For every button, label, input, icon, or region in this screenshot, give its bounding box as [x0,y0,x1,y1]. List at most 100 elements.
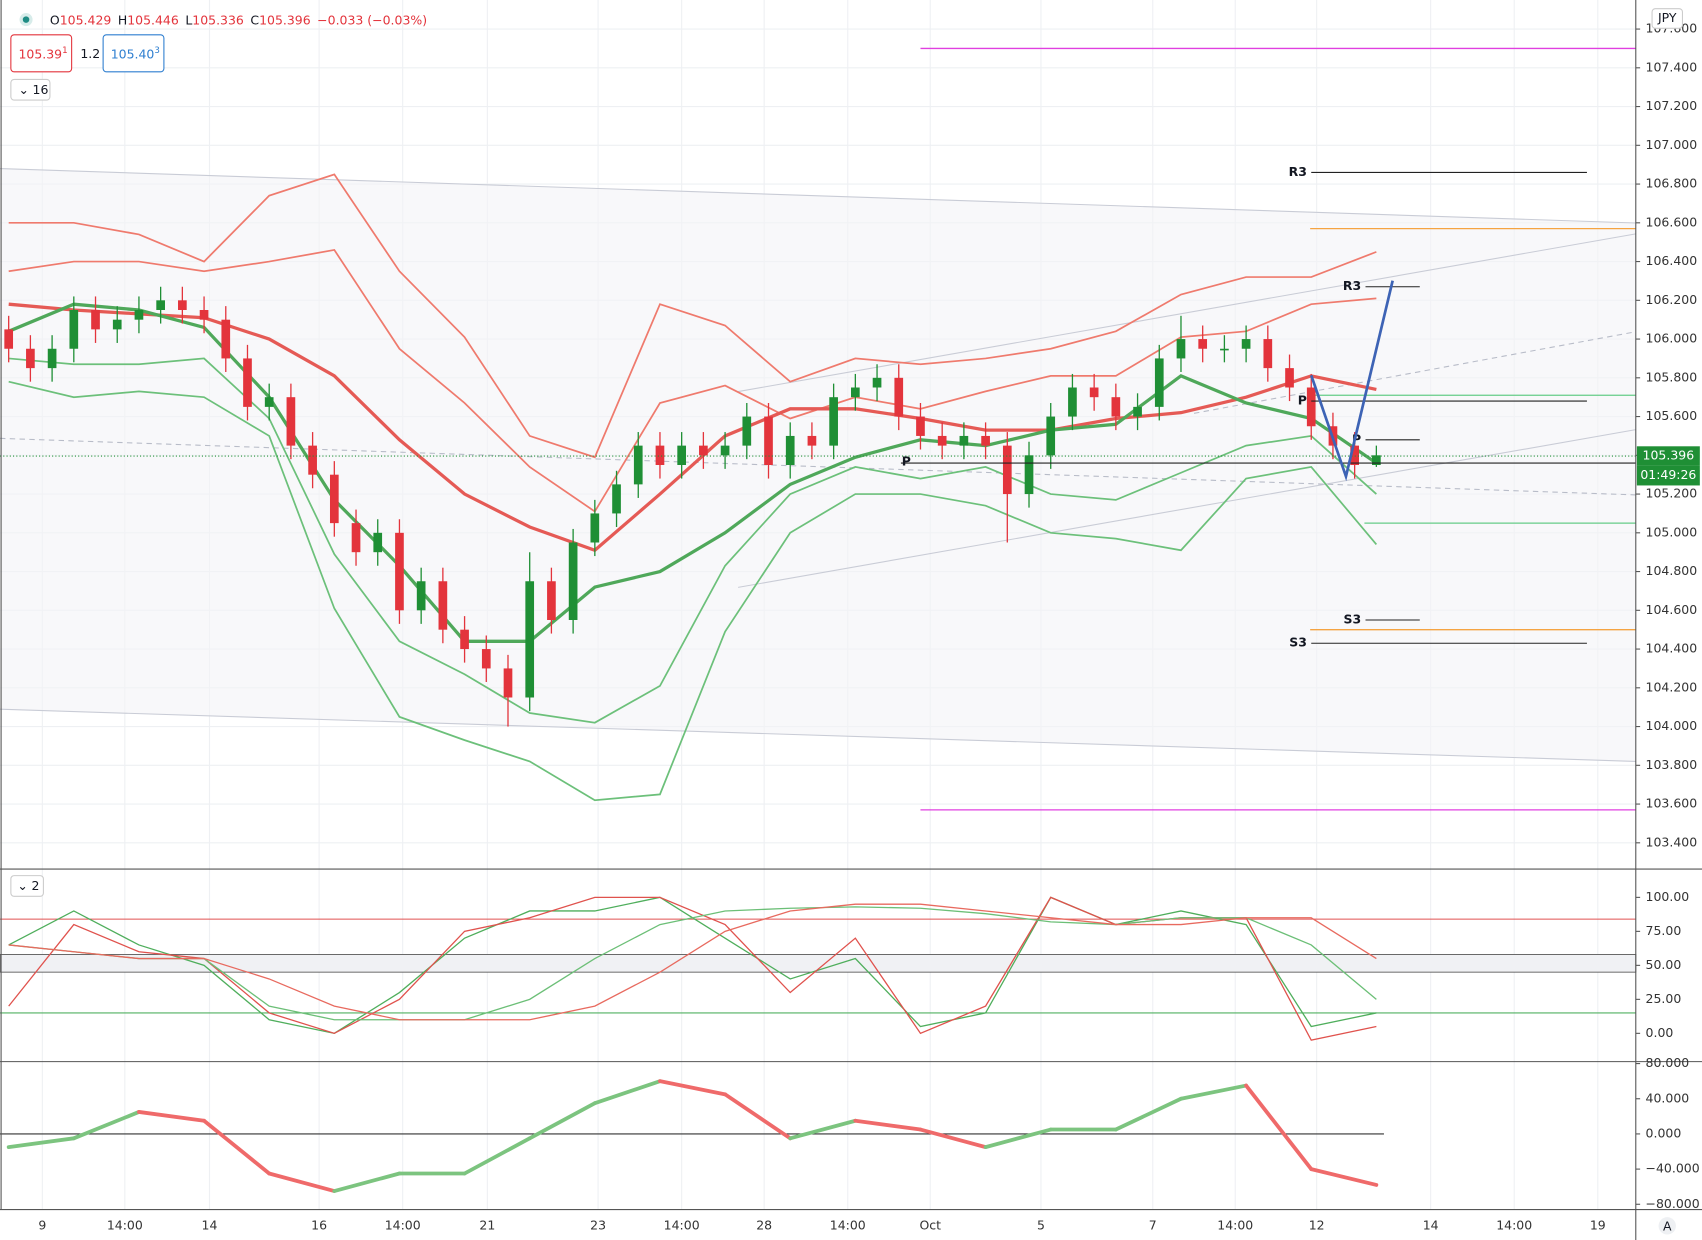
candle-body [677,445,687,465]
candle-body [1002,445,1012,495]
y-tick-label: 105.200 [1646,486,1698,501]
y-tick-label: 104.800 [1646,563,1698,578]
y-tick-label: 106.400 [1646,253,1698,268]
y-tick-label: 106.600 [1646,214,1698,229]
x-tick-label: 19 [1590,1217,1606,1232]
momentum-segment [983,1127,1053,1150]
candle-body [937,435,947,446]
ohlc-key: O [50,12,60,27]
buy-price-sup: 3 [154,46,160,56]
candle-body [612,484,621,514]
candle-body [1068,387,1077,417]
indicator-count: 2 [31,878,39,893]
sell-price-sup: 1 [62,46,68,56]
countdown: 01:49:26 [1640,467,1696,482]
momentum-segment [723,1092,793,1141]
buy-button[interactable] [102,34,165,73]
ohlc-value: 105.446 [127,12,179,27]
momentum-segment [592,1079,662,1106]
y-tick-label: 107.000 [1646,137,1698,152]
candle-body [764,416,773,465]
pivot-label: S3 [1289,635,1307,650]
ohlc-header: O105.429 H105.446 L105.336 C105.396 −0.033 (… [50,12,427,27]
candle-body [1306,387,1316,427]
y-tick-label: 107.400 [1646,59,1698,74]
symbol-icon-dot [22,16,30,23]
y-tick-label: 104.200 [1646,679,1698,694]
sell-button[interactable] [10,34,73,73]
candle-body [503,668,513,698]
dashed-line [1193,331,1636,414]
band-line [8,302,1378,643]
currency-badge[interactable] [1651,8,1684,29]
buy-price: 105.40 [111,46,155,61]
candle-body [1350,445,1359,465]
ohlc-value: 105.336 [192,12,244,27]
y-tick-label: −80.000 [1646,1196,1700,1211]
candle-body [264,397,274,407]
collapse-toggle[interactable] [10,78,51,101]
candle-body [785,435,795,465]
candle-body [47,348,57,369]
chevron: ⌄ [18,82,28,97]
last-price-badge [1636,446,1700,466]
auto-button[interactable] [1658,1217,1676,1235]
momentum-segment [853,1118,923,1132]
buy-price: 105.403 [111,46,160,61]
y-tick-label: 100.00 [1646,889,1690,904]
drawing-line [1309,280,1394,482]
y-tick-label: 105.000 [1646,524,1698,539]
candle-body [112,319,122,330]
momentum-segment [202,1118,272,1176]
y-tick-label: 25.00 [1646,991,1682,1006]
pivot-label: R3 [1343,278,1361,293]
x-tick-label: 14:00 [830,1217,866,1232]
band-line [8,173,1377,459]
candle-body [243,358,252,407]
candle-body [1046,416,1056,456]
y-tick-label: 103.800 [1646,757,1698,772]
candle-body [1176,339,1186,359]
y-tick-label: 105.600 [1646,408,1698,423]
pivot-label: S3 [1343,611,1361,626]
ohlc-value: 105.396 [259,12,311,27]
candle-body [1220,348,1229,351]
collapse-toggle[interactable] [10,875,44,897]
candle-body [438,581,448,630]
candle-body [872,377,882,388]
momentum-segment [918,1127,988,1150]
candle-body [416,581,426,611]
ohlc-key: L [185,12,192,27]
x-tick-label: 23 [590,1217,606,1232]
x-tick-label: 9 [38,1217,46,1232]
candle-body [1133,406,1142,417]
band-line [8,380,1378,802]
candle-body [460,629,469,650]
y-tick-label: 103.600 [1646,796,1698,811]
y-tick-label: 106.800 [1646,176,1698,191]
pivot-label: P [1352,431,1361,446]
ohlc-value: 105.429 [60,12,112,27]
y-tick-label: 40.000 [1646,1090,1690,1105]
indicator-count: 16 [33,82,49,97]
band-line [8,248,1377,513]
y-tick-label: 103.400 [1646,834,1698,849]
channel-line [0,168,1636,224]
candle-body [308,445,317,475]
candle-body [894,377,904,417]
momentum-segment [137,1110,206,1123]
pivot-label: R3 [1289,164,1307,179]
momentum-segment [462,1136,532,1176]
countdown-badge [1636,465,1700,486]
osc-line [8,903,1377,1021]
candle-body [525,581,535,698]
y-tick-label: 105.800 [1646,369,1698,384]
y-tick-label: 0.00 [1646,1025,1674,1040]
y-tick-label: 106.000 [1646,331,1698,346]
band-line [8,302,1377,553]
candle-body [1285,368,1294,388]
candle-body [221,319,231,359]
y-tick-label: 106.200 [1646,292,1698,307]
candle-body [1024,455,1034,495]
